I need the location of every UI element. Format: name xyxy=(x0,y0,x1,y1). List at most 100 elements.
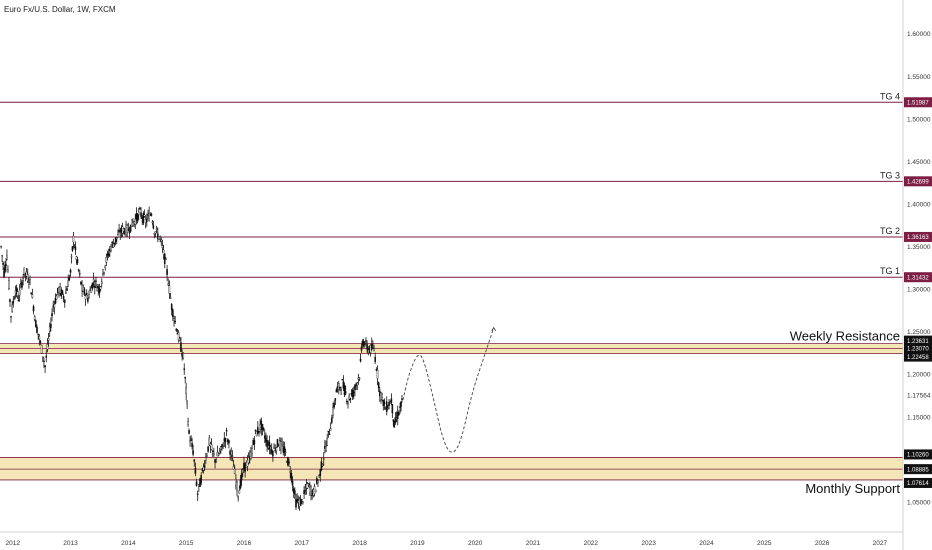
candle-body xyxy=(372,345,374,348)
candle-body xyxy=(35,320,37,328)
candle-body xyxy=(0,246,2,248)
candle-body xyxy=(91,282,94,289)
candle-body xyxy=(96,287,98,292)
weekly-resistance-price-label: 1.22458 xyxy=(907,355,929,361)
candle-body xyxy=(354,384,356,390)
candle-body xyxy=(158,236,160,240)
projection-path xyxy=(402,327,495,453)
candle-body xyxy=(54,297,57,304)
candle-body xyxy=(333,402,335,408)
candle-body xyxy=(38,336,41,340)
candle-body xyxy=(78,273,81,275)
candle-body xyxy=(332,407,334,416)
candle-body xyxy=(110,246,112,252)
candle-body xyxy=(396,411,399,420)
candle-body xyxy=(61,290,64,295)
candle-body xyxy=(294,490,296,495)
candle-body xyxy=(307,483,310,486)
y-tick-label: 1.45000 xyxy=(907,159,931,166)
candle-body xyxy=(99,286,102,290)
x-tick-label: 2019 xyxy=(410,540,425,547)
candle-body xyxy=(7,269,9,272)
weekly-resistance-price-badge xyxy=(904,343,932,354)
candle-body xyxy=(50,323,52,328)
candle-body xyxy=(9,299,11,302)
candle-body xyxy=(25,271,28,277)
candle-body xyxy=(356,382,359,386)
candle-body xyxy=(272,451,274,457)
candle-body xyxy=(29,276,31,280)
candle-body xyxy=(365,340,367,342)
candle-body xyxy=(314,489,317,493)
tg-2-price-badge xyxy=(904,231,932,242)
candle-body xyxy=(255,431,258,437)
candle-body xyxy=(377,382,380,389)
candle-body xyxy=(12,300,15,304)
monthly-support-price-label: 1.08885 xyxy=(907,467,929,473)
y-tick-label: 1.30000 xyxy=(907,287,931,294)
candle-body xyxy=(276,439,279,447)
candle-body xyxy=(381,393,383,398)
candle-body xyxy=(322,458,325,460)
candle-body xyxy=(275,447,278,452)
candle-body xyxy=(391,404,394,414)
candle-body xyxy=(289,471,292,473)
candle-body xyxy=(266,440,268,447)
candle-body xyxy=(104,265,107,269)
candle-body xyxy=(213,453,215,455)
candle-body xyxy=(232,466,235,470)
candle-body xyxy=(343,385,346,396)
candle-body xyxy=(290,473,293,481)
y-tick-label: 1.35000 xyxy=(907,244,931,251)
candle-body xyxy=(183,368,186,370)
monthly-support-price-badge xyxy=(904,449,932,460)
candle-body xyxy=(118,229,120,233)
candle-body xyxy=(253,439,256,445)
candle-body xyxy=(360,346,363,351)
candle-body xyxy=(306,483,309,489)
candle-body xyxy=(44,365,46,368)
candle-body xyxy=(113,242,116,245)
tg-4-label: TG 4 xyxy=(880,91,900,101)
x-tick-label: 2012 xyxy=(5,540,20,547)
candle-body xyxy=(169,297,172,299)
weekly-resistance-price-badge xyxy=(904,351,932,362)
candle-body xyxy=(65,292,67,294)
candle-body xyxy=(128,231,131,234)
candle-body xyxy=(154,231,157,234)
candle-body xyxy=(26,274,29,282)
tg-2-price-label: 1.36163 xyxy=(907,235,929,241)
candle-body xyxy=(250,451,252,459)
tg-1-price-badge xyxy=(904,272,932,283)
candle-body xyxy=(77,269,80,271)
candle-body xyxy=(296,498,298,502)
candle-body xyxy=(300,498,303,501)
candle-body xyxy=(326,437,329,446)
candle-body xyxy=(72,235,75,243)
candle-body xyxy=(349,398,352,401)
x-tick-label: 2018 xyxy=(352,540,367,547)
candle-body xyxy=(53,304,56,308)
candle-body xyxy=(84,295,87,300)
candle-body xyxy=(67,280,70,287)
candle-body xyxy=(31,294,34,298)
candle-body xyxy=(321,464,324,467)
candle-body xyxy=(242,469,244,474)
candle-body xyxy=(43,360,45,362)
candle-body xyxy=(22,278,24,281)
candle-body xyxy=(284,451,287,453)
candle-body xyxy=(92,278,95,282)
candle-body xyxy=(238,490,241,494)
candle-body xyxy=(98,288,101,294)
candle-body xyxy=(187,421,189,425)
candle-body xyxy=(337,383,340,390)
candle-body xyxy=(173,318,175,321)
candle-body xyxy=(340,389,342,391)
candle-body xyxy=(221,444,223,447)
candle-body xyxy=(122,228,125,232)
candle-body xyxy=(224,438,227,443)
candle-body xyxy=(161,245,164,248)
candle-body xyxy=(39,341,42,343)
